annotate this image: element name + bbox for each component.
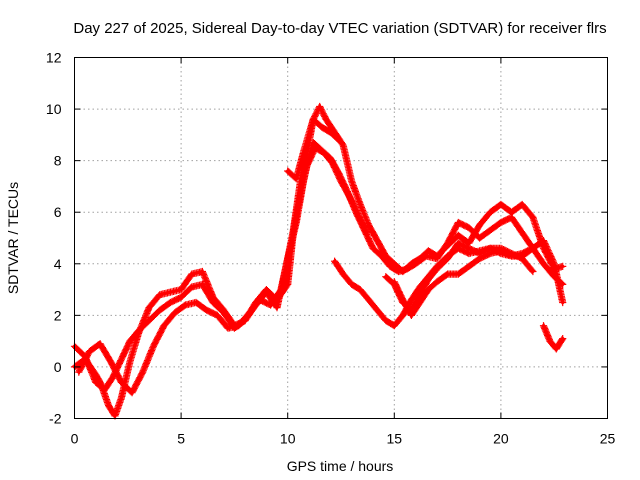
- series-track-7: [390, 244, 537, 319]
- y-tick-label: 4: [54, 256, 62, 272]
- y-tick-label: 8: [54, 153, 62, 169]
- series-markers: [390, 244, 537, 319]
- series-markers: [75, 144, 371, 397]
- y-tick-label: 10: [46, 101, 62, 117]
- x-tick-label: 0: [71, 431, 79, 447]
- x-tick-label: 25: [600, 431, 616, 447]
- x-tick-label: 10: [280, 431, 296, 447]
- grid: [74, 57, 608, 419]
- series-track-4: [284, 115, 343, 183]
- series-markers: [284, 115, 343, 183]
- y-tick-label: 0: [54, 359, 62, 375]
- y-tick-label: 2: [54, 307, 62, 323]
- series-markers: [70, 139, 567, 394]
- plot-frame: [74, 57, 608, 419]
- series-group: [70, 102, 567, 420]
- x-tick-label: 5: [177, 431, 185, 447]
- x-axis-label: GPS time / hours: [287, 458, 394, 474]
- series-track-3: [75, 144, 371, 397]
- x-tick-label: 15: [387, 431, 403, 447]
- series-track-2: [70, 139, 567, 394]
- y-tick-label: -2: [49, 411, 62, 427]
- tick-group: 0 5 10 15 20 25 -2 0 2 4 6 8 10 12: [46, 50, 616, 447]
- chart-title: Day 227 of 2025, Sidereal Day-to-day VTE…: [73, 20, 606, 37]
- series-markers: [539, 322, 567, 353]
- series-track-8: [539, 322, 567, 353]
- y-tick-label: 6: [54, 204, 62, 220]
- y-axis-label: SDTVAR / TECUs: [5, 182, 21, 294]
- y-tick-label: 12: [46, 50, 62, 66]
- x-tick-label: 20: [493, 431, 509, 447]
